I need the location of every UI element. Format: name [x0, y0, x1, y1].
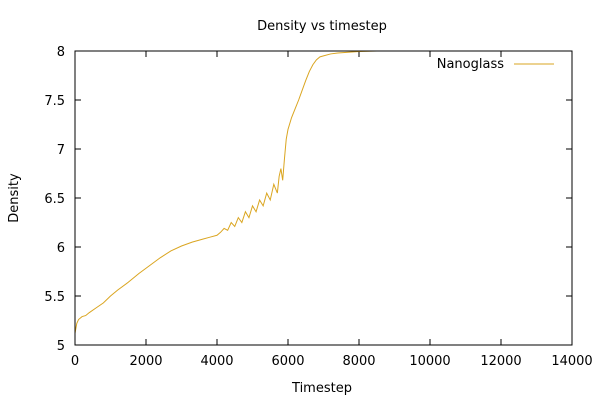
- legend-label: Nanoglass: [437, 57, 504, 72]
- y-tick-label: 6: [57, 241, 65, 256]
- y-axis-label: Density: [7, 173, 22, 223]
- x-tick-label: 0: [71, 354, 79, 369]
- axis-ticks: 0 2000 4000 6000 8000 10000 12000 14000 5 5.5 6 6.5…: [44, 45, 592, 369]
- y-tick-label: 7.5: [44, 94, 65, 109]
- chart-title: Density vs timestep: [257, 19, 387, 34]
- series-line-nanoglass: [74, 50, 537, 334]
- series-layer: [74, 50, 537, 334]
- legend: Nanoglass: [437, 57, 554, 72]
- x-tick-label: 10000: [409, 354, 450, 369]
- x-tick-label: 2000: [129, 354, 162, 369]
- plot-frame: [74, 50, 573, 346]
- x-tick-label: 4000: [200, 354, 233, 369]
- x-tick-label: 14000: [551, 354, 592, 369]
- x-tick-label: 12000: [480, 354, 521, 369]
- y-tick-label: 5: [57, 339, 65, 354]
- x-tick-label: 8000: [342, 354, 375, 369]
- y-tick-label: 6.5: [44, 192, 65, 207]
- y-tick-label: 7: [57, 143, 65, 158]
- y-tick-label: 5.5: [44, 290, 65, 305]
- x-tick-label: 6000: [271, 354, 304, 369]
- x-axis-label: Timestep: [291, 381, 352, 396]
- y-tick-label: 8: [57, 45, 65, 60]
